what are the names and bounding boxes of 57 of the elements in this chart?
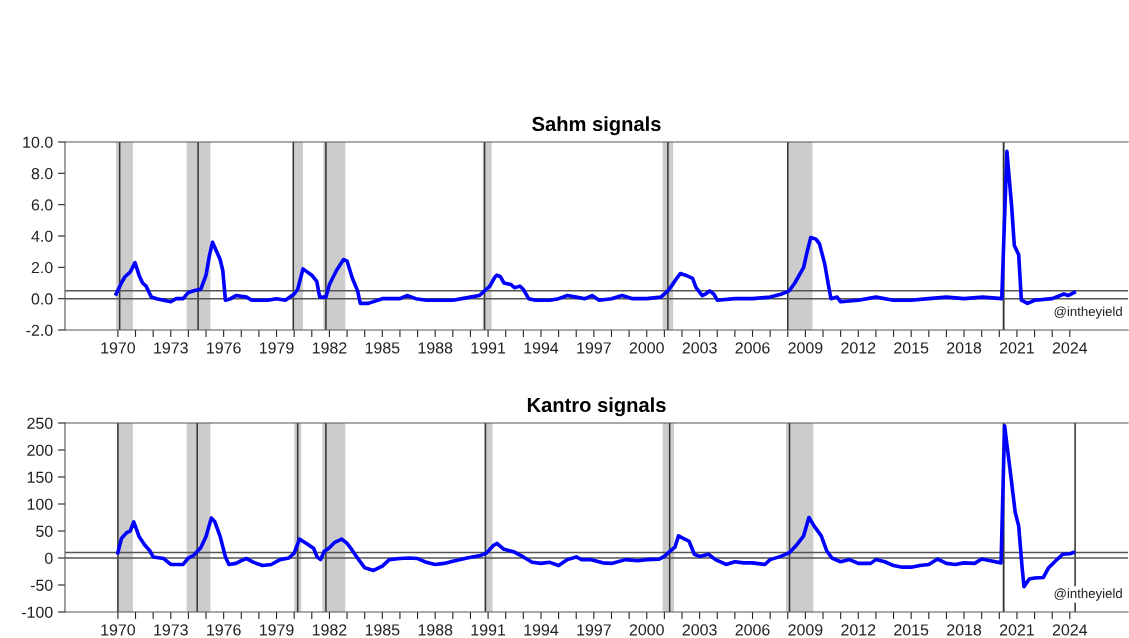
y-tick-label: 50 xyxy=(36,525,53,537)
y-tick-label: 2.0 xyxy=(31,261,53,274)
x-tick-label: 1979 xyxy=(260,342,294,354)
x-tick-label: 2000 xyxy=(629,342,664,354)
y-tick-label: 4.0 xyxy=(31,230,53,242)
y-tick-label: 100 xyxy=(27,498,53,510)
x-tick-label: 2024 xyxy=(1052,342,1088,354)
y-tick-label: 0.0 xyxy=(31,293,53,305)
x-tick-label: 2021 xyxy=(999,342,1034,354)
x-tick-label: 1976 xyxy=(207,342,241,354)
x-tick-label: 2012 xyxy=(841,624,876,636)
y-tick-label: 8.0 xyxy=(31,167,53,180)
x-tick-label: 1988 xyxy=(418,624,453,636)
x-tick-label: 2009 xyxy=(788,342,823,354)
x-tick-label: 2015 xyxy=(894,624,929,636)
x-tick-label: 1985 xyxy=(365,624,400,636)
x-tick-label: 2003 xyxy=(682,342,717,354)
x-tick-label: 1991 xyxy=(471,624,506,636)
x-tick-label: 2024 xyxy=(1052,624,1088,636)
x-tick-label: 1976 xyxy=(207,624,241,636)
x-tick-label: 1994 xyxy=(524,624,559,636)
y-tick-label: 0 xyxy=(44,552,53,564)
x-tick-label: 1982 xyxy=(312,342,347,354)
y-tick-label: 250 xyxy=(27,417,53,429)
x-tick-label: 2006 xyxy=(735,624,770,636)
x-tick-label: 2015 xyxy=(894,342,929,354)
x-tick-label: 2018 xyxy=(947,342,982,354)
y-tick-label: 6.0 xyxy=(31,199,53,211)
y-tick-label: 150 xyxy=(27,471,53,483)
x-tick-label: 2000 xyxy=(629,624,664,636)
x-tick-label: 2018 xyxy=(947,624,982,636)
x-tick-label: 1979 xyxy=(260,624,294,636)
y-tick-label: 200 xyxy=(27,444,53,456)
y-tick-label: -100 xyxy=(21,606,53,618)
x-tick-label: 1985 xyxy=(365,342,400,354)
chart-title: Kantro signals xyxy=(527,397,666,417)
x-tick-label: 1973 xyxy=(154,342,188,354)
x-tick-label: 1988 xyxy=(418,342,453,354)
y-tick-label: -50 xyxy=(30,579,53,591)
annotation: @intheyield xyxy=(1054,306,1122,319)
chart-title: Sahm signals xyxy=(532,116,661,136)
x-tick-label: 1997 xyxy=(577,624,611,636)
x-tick-label: 1970 xyxy=(101,342,136,354)
x-tick-label: 1997 xyxy=(577,342,611,354)
annotation: @intheyield xyxy=(1054,588,1122,601)
x-tick-label: 1991 xyxy=(471,342,506,354)
x-tick-label: 1973 xyxy=(154,624,188,636)
x-tick-label: 2003 xyxy=(682,624,717,636)
y-tick-label: -2.0 xyxy=(26,324,53,336)
x-tick-label: 2009 xyxy=(788,624,823,636)
x-tick-label: 2006 xyxy=(735,342,770,354)
x-tick-label: 1994 xyxy=(524,342,559,354)
x-tick-label: 1970 xyxy=(101,624,136,636)
y-tick-label: 10.0 xyxy=(23,136,53,148)
x-tick-label: 2021 xyxy=(999,624,1034,636)
x-tick-label: 1982 xyxy=(312,624,347,636)
x-tick-label: 2012 xyxy=(841,342,876,354)
